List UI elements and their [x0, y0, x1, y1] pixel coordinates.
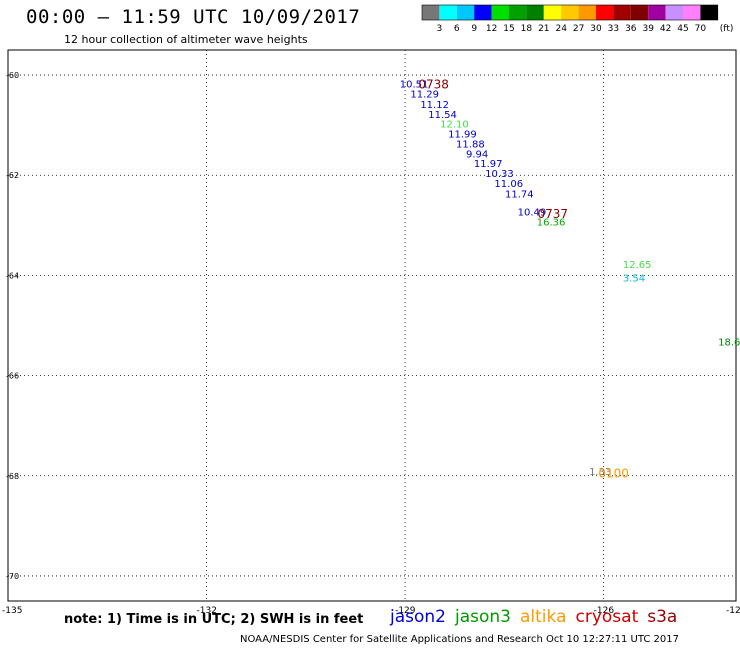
scale-label: 36 [625, 24, 637, 34]
wave-height-value: 11.29 [410, 90, 439, 101]
scale-label: 33 [608, 24, 619, 34]
pass-time-label: 0100 [598, 466, 629, 480]
wave-height-value: 11.88 [456, 140, 485, 151]
wave-height-value: 11.06 [494, 179, 523, 190]
longitude-label: -135 [2, 606, 22, 616]
longitude-label: -132 [197, 606, 217, 616]
latitude-label: -68 [6, 472, 19, 481]
scale-swatch [561, 5, 579, 20]
scale-swatch [596, 5, 614, 20]
latitude-label: -62 [6, 171, 19, 180]
wave-height-value: 10.33 [485, 169, 514, 180]
scale-label: 24 [555, 24, 567, 34]
wave-height-value: 11.97 [474, 159, 503, 170]
scale-label: 39 [642, 24, 654, 34]
scale-swatch [543, 5, 562, 20]
satellite-legend-jason2: jason2 [390, 607, 446, 627]
satellite-legend-altika: altika [520, 607, 567, 627]
scale-swatch [526, 5, 544, 20]
satellite-legend-s3a: s3a [647, 607, 678, 627]
color-scale: 3 6 9 12 15 18 21 24 27 30 33 36 39 42 45 70 (ft) [421, 4, 734, 34]
scale-swatch [630, 5, 649, 20]
map-title: 00:00 – 11:59 UTC 10/09/2017 [26, 6, 361, 28]
wave-height-value: 11.54 [428, 110, 457, 121]
wave-height-value: 10.49 [518, 207, 547, 218]
map-frame [7, 49, 737, 602]
latitude-label: -70 [6, 572, 19, 581]
scale-swatch [439, 5, 457, 20]
wave-height-value: 18.61 [718, 338, 740, 349]
wave-height-value: 10.51 [400, 80, 429, 91]
scale-label: 12 [486, 24, 497, 34]
wave-height-value: 1.33 [589, 467, 611, 478]
scale-border [421, 4, 719, 21]
wave-height-value: 11.99 [448, 130, 477, 141]
scale-label: 45 [677, 24, 688, 34]
scale-swatch [613, 5, 631, 20]
longitude-label: -129 [395, 606, 416, 616]
scale-label: 15 [503, 24, 514, 34]
scale-swatch [578, 5, 596, 20]
scale-label: 3 [437, 24, 443, 34]
scale-unit: (ft) [720, 24, 734, 34]
latitude-label: -66 [6, 372, 19, 381]
scale-swatch [422, 5, 440, 20]
scale-swatch [456, 5, 475, 20]
scale-label: 9 [471, 24, 477, 34]
latitude-label: -60 [6, 71, 19, 80]
scale-swatch [509, 5, 527, 20]
footer-credit: NOAA/NESDIS Center for Satellite Applica… [240, 634, 679, 645]
scale-label: 30 [590, 24, 602, 34]
satellite-legend: jason2 jason3 altika cryosat s3a [390, 607, 686, 627]
scale-label: 42 [660, 24, 671, 34]
scale-label: 27 [573, 24, 584, 34]
pass-time-label: 0737 [537, 207, 568, 221]
scale-swatch [491, 5, 509, 20]
longitude-label: -126 [594, 606, 615, 616]
map-subtitle: 12 hour collection of altimeter wave hei… [64, 33, 308, 46]
wave-height-value: 16.36 [537, 217, 566, 228]
scale-label: 18 [521, 24, 533, 34]
wave-height-value: 11.12 [420, 100, 449, 111]
wave-height-value: 3.54 [623, 273, 645, 284]
scale-swatch [474, 5, 492, 20]
satellite-legend-jason3: jason3 [455, 607, 511, 627]
scale-label: 70 [695, 24, 707, 34]
scale-swatch [683, 5, 701, 20]
scale-label: 6 [454, 24, 460, 34]
satellite-legend-cryosat: cryosat [575, 607, 639, 627]
longitude-label: -124 [726, 606, 740, 616]
scale-label: 21 [538, 24, 549, 34]
wave-height-value: 12.10 [440, 120, 469, 131]
scale-swatch [648, 5, 666, 20]
latitude-label: -64 [6, 271, 19, 280]
scale-swatch [700, 5, 718, 20]
note-text: note: 1) Time is in UTC; 2) SWH is in fe… [64, 612, 364, 627]
pass-time-label: 0738 [418, 78, 449, 92]
wave-height-value: 11.74 [505, 189, 534, 200]
wave-height-value: 9.94 [466, 150, 488, 161]
scale-swatch [665, 5, 683, 20]
wave-height-value: 12.65 [623, 260, 652, 271]
